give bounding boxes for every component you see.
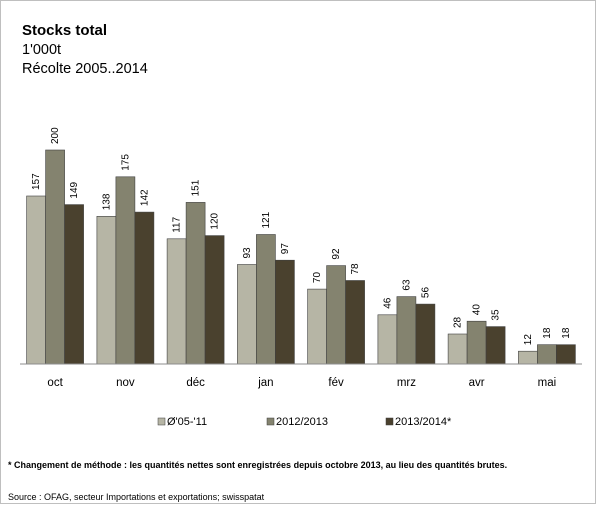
bar-oct-3 — [64, 204, 84, 365]
data-label-fév-2: 92 — [331, 248, 342, 260]
data-label-mrz-1: 46 — [382, 297, 393, 309]
bar-nov-1 — [96, 216, 117, 365]
data-label-avr-1: 28 — [453, 316, 464, 328]
bar-nov-3 — [134, 211, 155, 365]
bar-mrz-1 — [377, 314, 398, 365]
bar-avr-1 — [447, 333, 468, 365]
data-label-nov-3: 142 — [139, 189, 150, 206]
data-label-oct-1: 157 — [31, 173, 42, 190]
x-tick-label-oct: oct — [47, 377, 63, 389]
legend-label-1: Ø'05-'11 — [167, 416, 207, 428]
bar-jan-3 — [275, 259, 295, 365]
data-label-oct-2: 200 — [50, 127, 61, 144]
data-label-jan-1: 93 — [242, 247, 253, 259]
bar-mai-2 — [537, 344, 557, 365]
bar-mai-1 — [518, 350, 538, 365]
bar-nov-2 — [115, 176, 136, 365]
data-label-fév-3: 78 — [350, 263, 361, 275]
chart-title: Stocks total — [22, 22, 108, 39]
data-label-avr-2: 40 — [472, 304, 483, 316]
data-label-mai-1: 12 — [523, 334, 534, 346]
data-label-oct-3: 149 — [69, 181, 80, 198]
bar-avr-2 — [466, 320, 487, 365]
bar-oct-2 — [45, 149, 65, 365]
data-label-déc-1: 117 — [172, 216, 183, 232]
bar-fév-3 — [345, 280, 365, 365]
chart-unit: 1'000t — [22, 42, 62, 58]
bar-jan-1 — [237, 264, 257, 365]
data-label-avr-3: 35 — [491, 309, 502, 321]
data-label-déc-3: 120 — [210, 212, 221, 229]
data-label-jan-2: 121 — [261, 211, 272, 228]
bar-déc-1 — [166, 238, 187, 365]
data-label-mrz-3: 56 — [420, 287, 431, 299]
bar-fév-1 — [307, 288, 327, 365]
legend-swatch-3 — [385, 417, 394, 426]
x-tick-label-déc: déc — [186, 377, 205, 389]
data-label-jan-3: 97 — [280, 243, 291, 255]
x-tick-label-avr: avr — [469, 377, 485, 389]
data-label-mrz-2: 63 — [401, 279, 412, 291]
x-tick-label-jan: jan — [257, 377, 273, 389]
bar-avr-3 — [485, 326, 506, 365]
bar-mrz-3 — [415, 303, 436, 365]
data-label-mai-2: 18 — [542, 327, 553, 339]
data-label-déc-2: 151 — [191, 179, 202, 196]
data-label-nov-2: 175 — [120, 154, 131, 171]
chart-harvest-range: Récolte 2005..2014 — [22, 61, 148, 77]
bar-déc-2 — [185, 202, 206, 365]
legend-swatch-1 — [157, 417, 166, 426]
bar-oct-1 — [26, 195, 46, 365]
bar-jan-2 — [256, 234, 276, 365]
data-label-mai-3: 18 — [561, 327, 572, 339]
x-tick-label-mai: mai — [538, 377, 557, 389]
legend-label-2: 2012/2013 — [276, 416, 328, 428]
bar-fév-2 — [326, 265, 346, 365]
data-label-nov-1: 138 — [101, 193, 112, 210]
source-note: Source : OFAG, secteur Importations et e… — [8, 492, 265, 502]
legend-swatch-2 — [266, 417, 275, 426]
bar-mai-3 — [556, 344, 576, 365]
x-tick-label-fév: fév — [328, 377, 344, 389]
legend-label-3: 2013/2014* — [395, 416, 452, 428]
bar-déc-3 — [204, 235, 225, 365]
bar-mrz-2 — [396, 296, 417, 365]
x-tick-label-nov: nov — [116, 377, 135, 389]
x-tick-label-mrz: mrz — [397, 377, 416, 389]
method-footnote: * Changement de méthode : les quantités … — [8, 460, 508, 470]
data-label-fév-1: 70 — [312, 272, 323, 284]
